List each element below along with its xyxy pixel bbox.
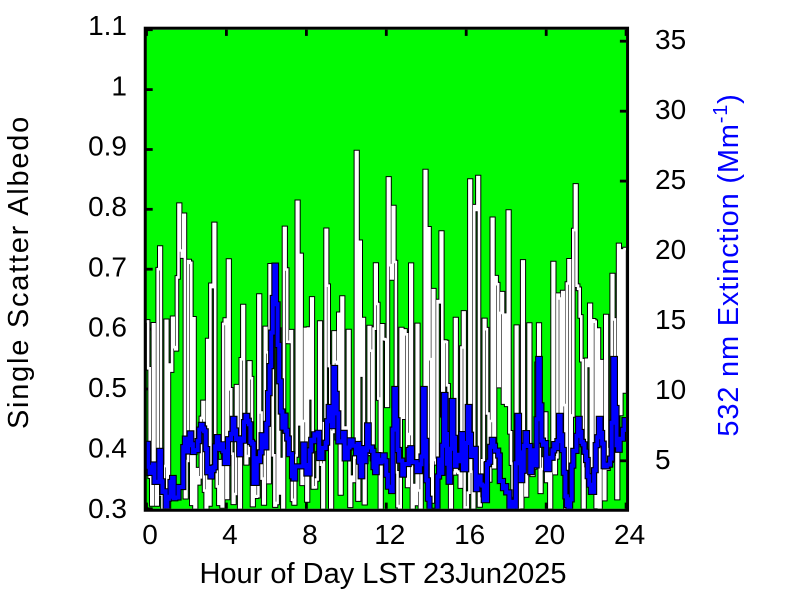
svg-text:1.1: 1.1 (88, 10, 127, 41)
svg-text:20: 20 (534, 519, 565, 550)
svg-text:0.4: 0.4 (88, 432, 127, 463)
svg-text:0.3: 0.3 (88, 493, 127, 524)
svg-text:Hour of Day LST 23Jun2025: Hour of Day LST 23Jun2025 (199, 558, 566, 590)
svg-text:10: 10 (655, 374, 686, 405)
svg-text:5: 5 (655, 444, 671, 475)
svg-text:8: 8 (302, 519, 318, 550)
svg-text:0.5: 0.5 (88, 372, 127, 403)
svg-text:Single Scatter Albedo: Single Scatter Albedo (3, 115, 35, 429)
svg-text:0: 0 (142, 519, 158, 550)
svg-text:0.9: 0.9 (88, 131, 127, 162)
svg-text:0.8: 0.8 (88, 191, 127, 222)
svg-text:4: 4 (222, 519, 238, 550)
svg-text:16: 16 (454, 519, 485, 550)
svg-text:1: 1 (111, 70, 127, 101)
svg-text:35: 35 (655, 24, 686, 55)
svg-text:12: 12 (374, 519, 405, 550)
svg-text:30: 30 (655, 94, 686, 125)
svg-text:24: 24 (614, 519, 645, 550)
svg-text:532 nm Extinction (Mm-1): 532 nm Extinction (Mm-1) (710, 93, 745, 436)
svg-text:0.7: 0.7 (88, 251, 127, 282)
svg-text:25: 25 (655, 164, 686, 195)
svg-text:0.6: 0.6 (88, 312, 127, 343)
svg-text:20: 20 (655, 234, 686, 265)
svg-text:15: 15 (655, 304, 686, 335)
